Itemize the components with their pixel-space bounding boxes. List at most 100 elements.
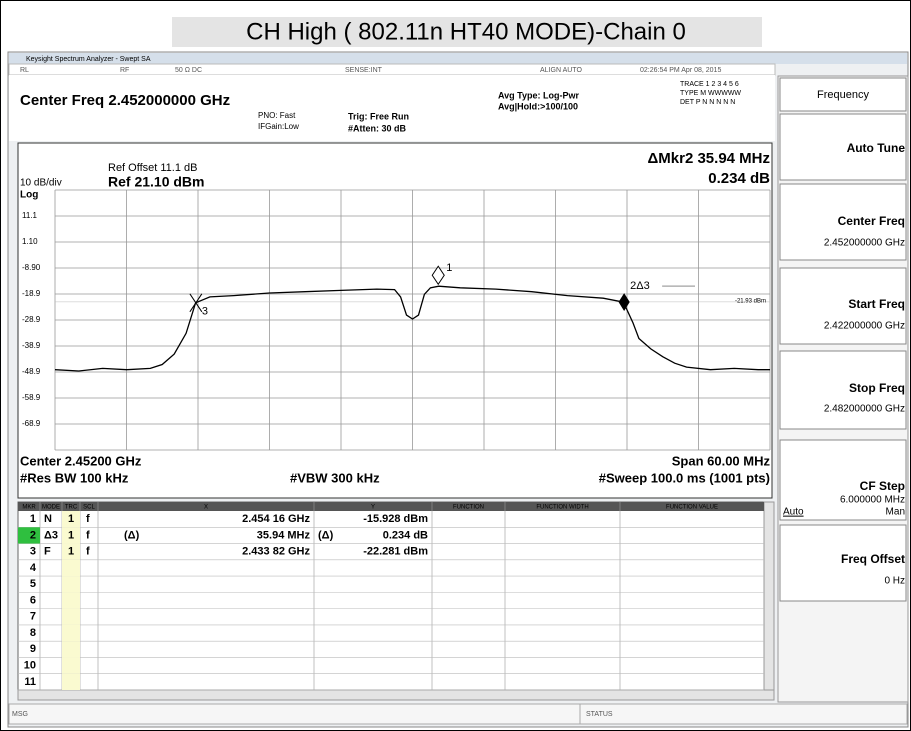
softkey-value: 6.000000 MHz: [840, 495, 905, 506]
table-cell: 11: [24, 676, 36, 688]
marker: [618, 293, 630, 312]
table-cell: 8: [30, 627, 36, 639]
table-cell: 1: [68, 529, 74, 541]
marker: [189, 293, 203, 313]
trc-cell: [62, 657, 80, 674]
title: CH High ( 802.11n HT40 MODE)-Chain 0: [246, 18, 686, 45]
softkey[interactable]: [779, 524, 907, 602]
softkey-menu[interactable]: [779, 77, 907, 112]
table-cell: 1: [68, 546, 74, 558]
table-header-label: SCL: [83, 505, 95, 511]
table-cell: 0.234 dB: [383, 529, 428, 541]
window-title-bar: [9, 53, 907, 64]
table-header-label: TRC: [65, 505, 78, 511]
softkey[interactable]: [779, 183, 907, 261]
softkey[interactable]: [779, 350, 907, 430]
y-tick-label: -68.9: [22, 419, 41, 428]
trc-cell: [62, 673, 80, 690]
softkey-label: Stop Freq: [849, 381, 905, 395]
table-header-label: FUNCTION WIDTH: [536, 505, 588, 511]
avg-type: Avg Type: Log-Pwr: [498, 90, 579, 100]
y-tick-label: -38.9: [22, 341, 41, 350]
marker-label: 1: [446, 262, 452, 274]
softkey-label: CF Step: [860, 479, 905, 493]
status-bar: [8, 703, 908, 725]
table-cell: 35.94 MHz: [257, 529, 311, 541]
ifgain: IFGain:Low: [258, 122, 299, 131]
marker-label: 2Δ3: [630, 280, 650, 292]
plot-panel: [17, 142, 773, 499]
softkey-value: 0 Hz: [884, 576, 905, 587]
table-cell: Δ3: [44, 529, 58, 541]
softkey-label: Freq Offset: [841, 552, 905, 566]
toolbar-item: 50 Ω DC: [175, 67, 202, 74]
ref-level: Ref 21.10 dBm: [108, 174, 204, 190]
softkey[interactable]: [779, 439, 907, 521]
marker-label: 3: [202, 306, 208, 318]
v-scrollbar[interactable]: [763, 501, 775, 691]
y-tick-label: -48.9: [22, 367, 41, 376]
marker-table: [17, 501, 765, 691]
softkey[interactable]: [779, 267, 907, 345]
table-cell: 2: [30, 529, 36, 541]
trc-cell: [62, 527, 80, 544]
scale: 10 dB/div: [20, 178, 62, 189]
h-scrollbar[interactable]: [17, 689, 775, 701]
y-tick-label: -8.90: [22, 263, 41, 272]
trace-info: TRACE 1 2 3 4 5 6: [680, 81, 739, 88]
trc-cell: [62, 543, 80, 560]
softkey-option: Auto: [783, 507, 804, 518]
y-tick-label: -18.9: [22, 289, 41, 298]
msg: MSG: [12, 711, 28, 718]
table-header-label: X: [204, 505, 208, 511]
table-cell: (Δ): [318, 529, 334, 541]
table-cell: N: [44, 513, 52, 525]
softkey-label: Center Freq: [838, 214, 905, 228]
table-cell: 10: [24, 659, 36, 671]
table-cell: 6: [30, 594, 36, 606]
trc-cell: [62, 608, 80, 625]
trc-cell: [62, 592, 80, 609]
table-cell: 2.433 82 GHz: [242, 546, 310, 558]
vbw: #VBW 300 kHz: [290, 470, 380, 485]
mkr-highlight: [18, 527, 40, 544]
table-header: [18, 502, 764, 511]
trc-cell: [62, 559, 80, 577]
span: Span 60.00 MHz: [672, 453, 771, 468]
log-label: Log: [20, 190, 38, 201]
table-cell: 7: [30, 611, 36, 623]
toolbar-item: RL: [20, 67, 29, 74]
det-info: DET P N N N N N: [680, 99, 735, 106]
y-tick-label: 1.10: [22, 237, 38, 246]
toolbar-item: ALIGN AUTO: [540, 67, 582, 74]
toolbar-item: SENSE:INT: [345, 67, 383, 74]
trc-cell: [62, 511, 80, 528]
softkey[interactable]: [779, 113, 907, 181]
softkey-label: Start Freq: [848, 297, 905, 311]
pno: PNO: Fast: [258, 111, 296, 120]
ref-offset: Ref Offset 11.1 dB: [108, 162, 197, 174]
trace: [54, 285, 770, 372]
table-cell: -15.928 dBm: [363, 513, 428, 525]
table-header-label: FUNCTION: [453, 505, 484, 511]
delta-marker: ΔMkr2 35.94 MHz: [648, 150, 771, 167]
table-cell: f: [86, 513, 90, 525]
window-title: Keysight Spectrum Analyzer - Swept SA: [26, 56, 151, 63]
table-cell: -22.281 dBm: [363, 546, 428, 558]
table-header-label: MKR: [22, 505, 36, 511]
softkey-value: 2.452000000 GHz: [824, 238, 905, 249]
y-tick-label: -28.9: [22, 315, 41, 324]
table-header-label: FUNCTION VALUE: [666, 505, 718, 511]
trig: Trig: Free Run: [348, 111, 409, 121]
sweep: #Sweep 100.0 ms (1001 pts): [599, 470, 770, 485]
type-info: TYPE M WWWWW: [680, 90, 741, 97]
table-cell: 1: [68, 513, 74, 525]
header-panel: [9, 75, 775, 141]
trc-cell: [62, 641, 80, 658]
trc-cell: [62, 624, 80, 642]
table-cell: f: [86, 529, 90, 541]
table-cell: 9: [30, 643, 36, 655]
res-bw: #Res BW 100 kHz: [20, 470, 129, 485]
menu-title: Frequency: [817, 89, 869, 101]
